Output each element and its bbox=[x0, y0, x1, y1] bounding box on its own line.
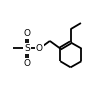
Text: O: O bbox=[24, 29, 31, 38]
Text: O: O bbox=[36, 44, 43, 53]
Text: S: S bbox=[24, 44, 30, 53]
Text: O: O bbox=[24, 59, 31, 68]
